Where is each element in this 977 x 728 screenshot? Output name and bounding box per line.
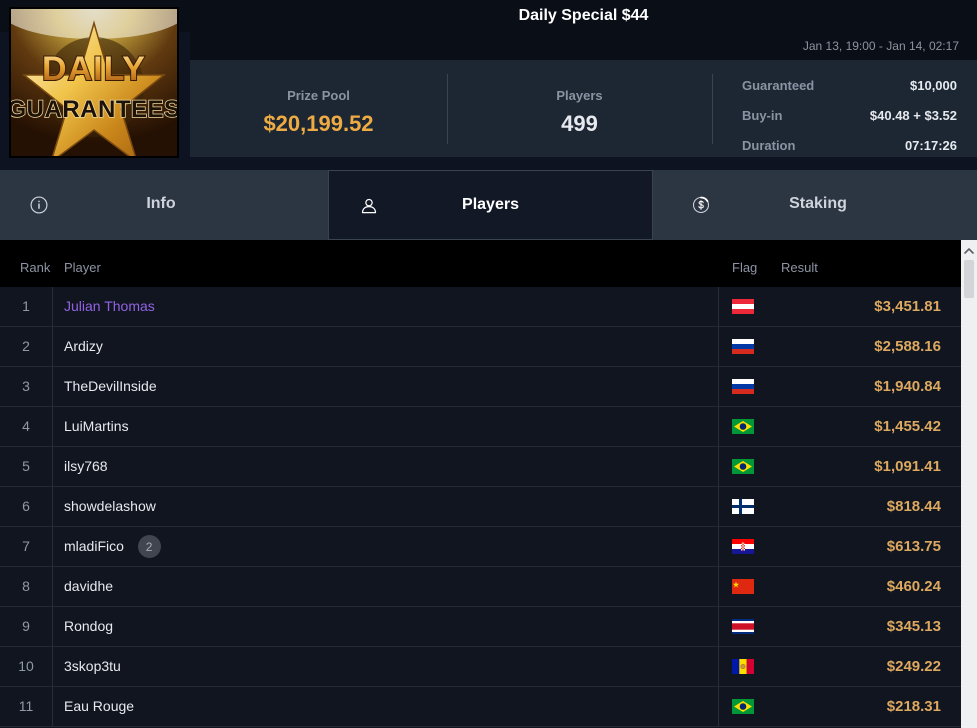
svg-text:GUARANTEES: GUARANTEES	[9, 96, 179, 123]
svg-text:DAILY: DAILY	[42, 50, 146, 88]
